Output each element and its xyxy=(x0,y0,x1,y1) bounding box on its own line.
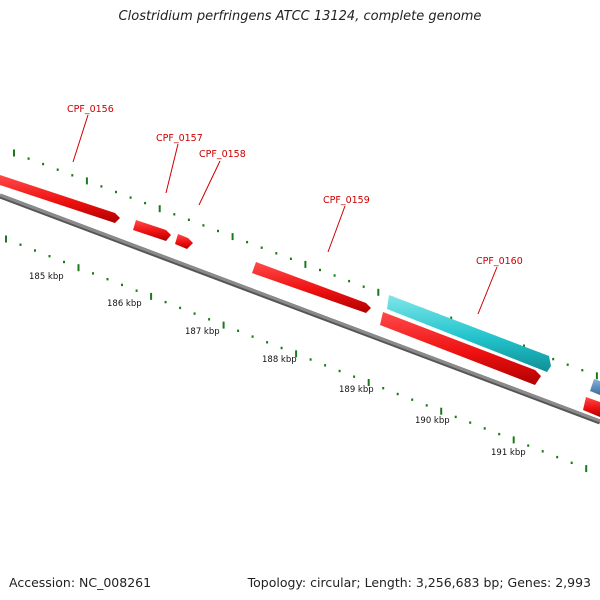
label-cpf-0156: CPF_0156 xyxy=(67,104,114,115)
genome-summary-text: Topology: circular; Length: 3,256,683 bp… xyxy=(247,575,591,590)
leader-cpf-0156 xyxy=(72,114,89,163)
scale-label: 185 kbp xyxy=(29,272,64,282)
gene-cpf-0159[interactable] xyxy=(252,262,371,313)
backbone xyxy=(0,193,600,425)
label-cpf-0158: CPF_0158 xyxy=(199,149,246,160)
label-leaders xyxy=(72,114,498,315)
gene-edge-red[interactable] xyxy=(583,397,600,417)
leader-cpf-0157 xyxy=(165,143,179,194)
label-cpf-0157: CPF_0157 xyxy=(156,133,203,144)
feature-blue[interactable] xyxy=(590,379,600,395)
label-cpf-0160: CPF_0160 xyxy=(476,256,523,267)
scale-label: 186 kbp xyxy=(107,299,142,309)
tick-row-lower xyxy=(5,235,588,473)
backbone-line xyxy=(0,193,600,423)
scale-label: 191 kbp xyxy=(491,448,526,458)
gene-features xyxy=(0,175,600,417)
gene-cpf-0158[interactable] xyxy=(175,234,193,249)
feature-cyan[interactable] xyxy=(387,295,551,372)
scale-label: 189 kbp xyxy=(339,385,374,395)
scale-label: 187 kbp xyxy=(185,327,220,337)
leader-cpf-0158 xyxy=(198,160,221,206)
leader-cpf-0159 xyxy=(327,205,346,253)
accession-text: Accession: NC_008261 xyxy=(9,575,152,590)
label-cpf-0159: CPF_0159 xyxy=(323,195,370,206)
gene-cpf-0160[interactable] xyxy=(380,312,541,385)
genome-title: Clostridium perfringens ATCC 13124, comp… xyxy=(118,9,482,24)
gene-cpf-0156[interactable] xyxy=(0,175,120,223)
scale-labels: 185 kbp 186 kbp 187 kbp 188 kbp 189 kbp … xyxy=(29,272,526,458)
gene-labels: CPF_0156 CPF_0157 CPF_0158 CPF_0159 CPF_… xyxy=(67,104,523,267)
gene-cpf-0157[interactable] xyxy=(133,220,171,241)
scale-label: 188 kbp xyxy=(262,355,297,365)
scale-label: 190 kbp xyxy=(415,416,450,426)
leader-cpf-0160 xyxy=(477,266,498,315)
